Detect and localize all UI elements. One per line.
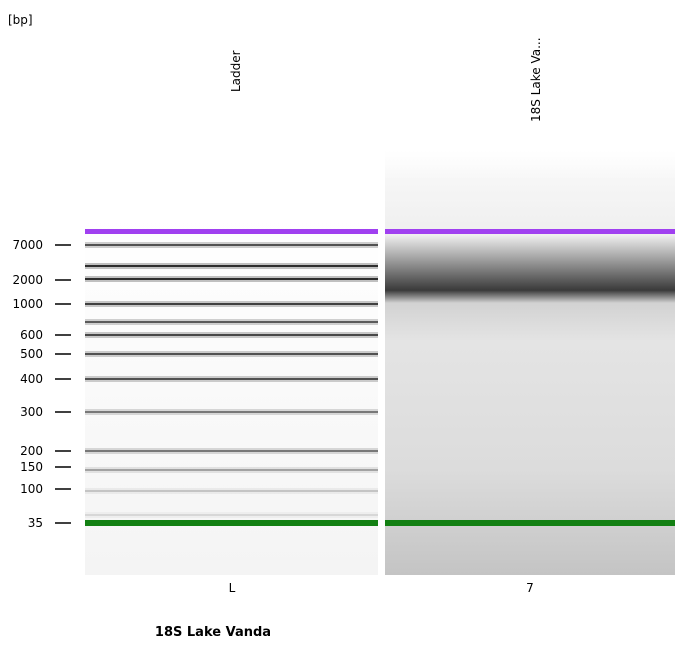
upper-marker — [385, 229, 675, 234]
unit-label: [bp] — [8, 13, 33, 27]
size-label: 300 — [20, 405, 43, 419]
upper-marker — [85, 229, 378, 234]
ladder-band — [85, 334, 378, 336]
ladder-band — [85, 378, 378, 380]
footer-title: 18S Lake Vanda — [155, 625, 271, 640]
ladder-band — [85, 244, 378, 246]
ladder-band — [85, 411, 378, 413]
lower-marker — [85, 520, 378, 526]
size-label: 7000 — [12, 238, 43, 252]
size-label: 1000 — [12, 297, 43, 311]
size-label: 35 — [28, 516, 43, 530]
ladder-band — [85, 450, 378, 452]
ladder-band — [85, 321, 378, 323]
size-label: 200 — [20, 444, 43, 458]
size-label: 2000 — [12, 273, 43, 287]
ladder-band-halo — [85, 448, 378, 454]
ladder-lane — [85, 215, 378, 575]
ladder-band — [85, 303, 378, 305]
ladder-band-halo — [85, 488, 378, 494]
ladder-band — [85, 514, 378, 516]
size-label: 500 — [20, 347, 43, 361]
ladder-band — [85, 278, 378, 280]
ladder-band — [85, 265, 378, 267]
lane-label: L — [229, 581, 236, 595]
size-label: 100 — [20, 482, 43, 496]
size-label: 400 — [20, 372, 43, 386]
ladder-band — [85, 469, 378, 471]
size-label: 600 — [20, 328, 43, 342]
ladder-band-halo — [85, 409, 378, 415]
size-label: 150 — [20, 460, 43, 474]
lower-marker — [385, 520, 675, 526]
sample-lane-fade — [385, 150, 675, 180]
lane-label: 7 — [526, 581, 534, 595]
ladder-band — [85, 353, 378, 355]
lane-name: 18S Lake Va... — [529, 37, 543, 122]
lane-name: Ladder — [229, 50, 243, 92]
sample-lane — [385, 150, 675, 575]
ladder-band — [85, 490, 378, 492]
ladder-band-halo — [85, 467, 378, 473]
